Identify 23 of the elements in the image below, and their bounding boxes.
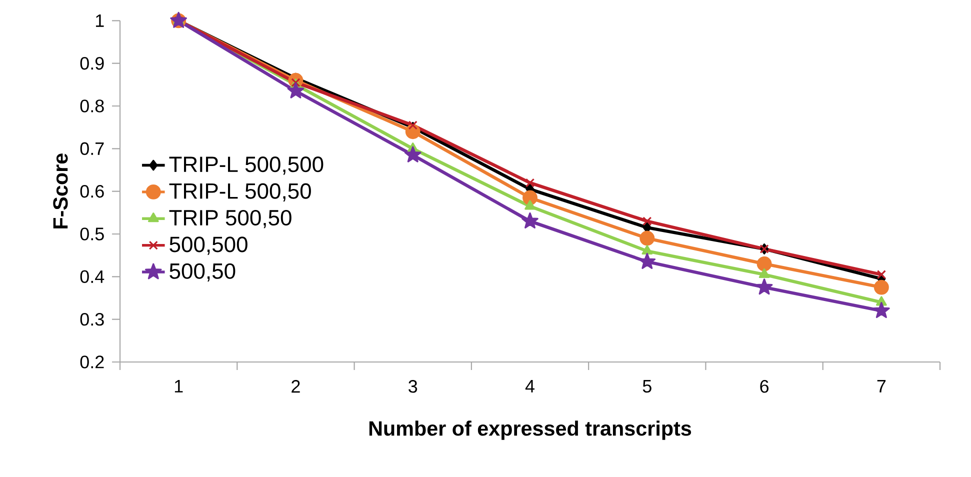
y-tick-label: 0.5	[80, 228, 104, 240]
x-tick-label: 1	[174, 380, 183, 392]
legend-label: 500,50	[170, 263, 236, 282]
x-tick-label: 4	[525, 380, 534, 392]
y-tick-label: 0.4	[80, 270, 104, 284]
y-tick-label: 0.8	[80, 100, 104, 112]
y-tick-label: 0.2	[80, 356, 104, 368]
legend-label: 500,500	[170, 236, 248, 255]
x-tick-label: 5	[642, 380, 652, 393]
y-tick-label: 0.3	[80, 312, 104, 326]
legend-label: TRIP-L 500,50	[169, 183, 311, 202]
y-tick-label: 0.7	[80, 142, 104, 156]
y-axis-title: F-Score	[53, 154, 68, 228]
x-tick-label: 3	[408, 380, 418, 393]
y-tick-label: 0.9	[80, 56, 104, 70]
x-tick-label: 6	[760, 380, 769, 393]
legend-label: TRIP-L 500,500	[169, 156, 324, 175]
legend-label: TRIP 500,50	[169, 210, 292, 228]
x-tick-label: 7	[877, 380, 886, 392]
y-tick-label: 0.6	[80, 184, 104, 198]
y-tick-label: 1	[96, 14, 104, 27]
x-tick-label: 2	[292, 380, 300, 393]
x-axis-title: Number of expressed transcripts	[369, 420, 692, 440]
